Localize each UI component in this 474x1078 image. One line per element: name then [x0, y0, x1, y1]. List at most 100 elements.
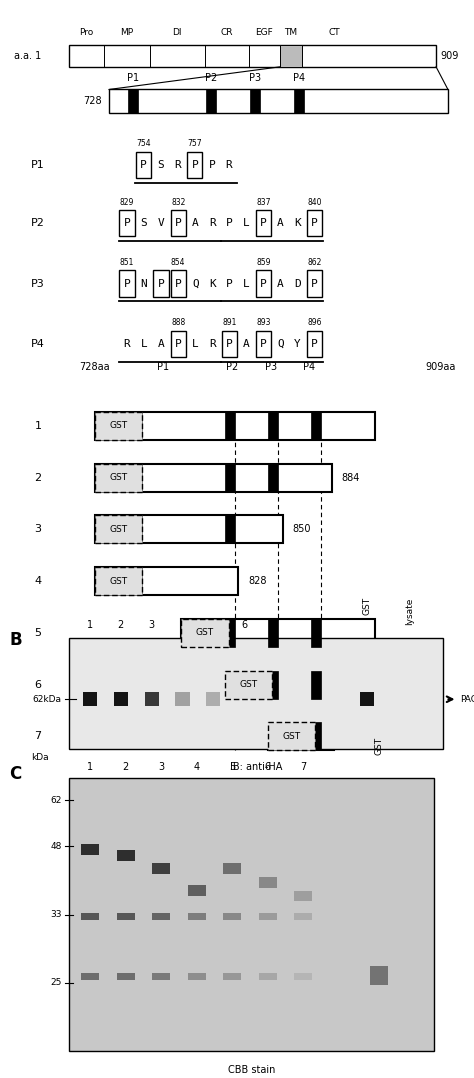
Text: P4: P4 — [31, 338, 45, 349]
Text: 832: 832 — [171, 197, 185, 207]
Text: GST: GST — [239, 680, 257, 689]
Bar — [225, 671, 375, 699]
Text: 909aa: 909aa — [426, 362, 456, 372]
Text: D: D — [294, 278, 301, 289]
Bar — [95, 567, 238, 595]
Bar — [223, 972, 241, 980]
Bar — [360, 692, 374, 706]
Text: GST: GST — [109, 421, 128, 430]
Text: 5: 5 — [210, 620, 217, 630]
Text: 884: 884 — [341, 472, 360, 483]
Text: S: S — [157, 160, 164, 170]
Bar — [109, 89, 448, 113]
Text: P: P — [175, 338, 182, 349]
Bar — [131, 515, 142, 543]
Bar — [95, 464, 332, 492]
Bar — [294, 912, 312, 921]
Bar — [119, 271, 135, 296]
Bar — [131, 464, 142, 492]
Text: 728aa: 728aa — [80, 362, 110, 372]
FancyBboxPatch shape — [225, 671, 272, 699]
Bar — [307, 331, 322, 357]
Text: GST: GST — [375, 737, 383, 756]
Text: IB: anti-HA: IB: anti-HA — [230, 762, 282, 772]
Text: S: S — [141, 218, 147, 229]
Text: 859: 859 — [256, 258, 271, 267]
Text: P: P — [124, 218, 130, 229]
Text: 33: 33 — [50, 910, 62, 920]
Text: 7: 7 — [272, 620, 278, 630]
Text: 1: 1 — [87, 620, 93, 630]
Text: 891: 891 — [222, 318, 237, 328]
Text: GST: GST — [196, 628, 214, 637]
Bar — [69, 778, 434, 1051]
Bar — [311, 619, 321, 647]
Text: P: P — [260, 218, 267, 229]
Bar — [83, 692, 97, 706]
FancyBboxPatch shape — [95, 567, 142, 595]
Text: R: R — [226, 160, 232, 170]
Text: P: P — [209, 160, 215, 170]
Text: R: R — [209, 338, 216, 349]
Text: 909: 909 — [441, 51, 459, 61]
Bar — [187, 152, 202, 178]
Text: lysate: lysate — [406, 597, 414, 624]
Text: 6: 6 — [265, 762, 271, 772]
Text: P1: P1 — [31, 160, 45, 170]
FancyBboxPatch shape — [95, 515, 142, 543]
Text: V: V — [158, 218, 164, 229]
Text: 837: 837 — [256, 197, 271, 207]
Bar — [250, 89, 260, 113]
Bar — [154, 271, 169, 296]
Text: MP: MP — [120, 28, 133, 37]
Text: 828: 828 — [248, 576, 266, 586]
Text: R: R — [124, 338, 130, 349]
Text: 4: 4 — [180, 620, 185, 630]
Text: A: A — [243, 338, 250, 349]
Bar — [171, 271, 186, 296]
Bar — [256, 331, 271, 357]
Bar — [223, 912, 241, 921]
Bar — [69, 638, 443, 749]
Text: 6: 6 — [241, 620, 247, 630]
Text: P3: P3 — [249, 73, 261, 83]
Text: P1: P1 — [127, 73, 139, 83]
Text: GST: GST — [109, 473, 128, 482]
Text: 48: 48 — [50, 842, 62, 851]
Text: 862: 862 — [308, 258, 322, 267]
Text: P: P — [124, 278, 130, 289]
Text: P: P — [175, 278, 182, 289]
Text: P4: P4 — [303, 362, 316, 372]
Text: 840: 840 — [308, 197, 322, 207]
Bar — [259, 912, 277, 921]
Text: 62kDa: 62kDa — [33, 694, 62, 704]
Text: GST: GST — [363, 597, 372, 616]
Text: 6: 6 — [35, 679, 41, 690]
Text: 1: 1 — [35, 420, 41, 431]
Text: P1: P1 — [157, 362, 169, 372]
Text: Q: Q — [192, 278, 199, 289]
Text: P: P — [260, 338, 267, 349]
Bar — [81, 912, 99, 921]
Text: 2: 2 — [118, 620, 124, 630]
Bar — [152, 912, 170, 921]
Text: P: P — [175, 218, 182, 229]
Text: 829: 829 — [120, 197, 134, 207]
Bar — [225, 619, 235, 647]
Text: P: P — [226, 218, 233, 229]
Text: GST: GST — [109, 525, 128, 534]
Text: B: B — [9, 631, 22, 649]
Bar — [206, 692, 220, 706]
Text: Q: Q — [277, 338, 284, 349]
Bar — [81, 972, 99, 980]
Bar — [280, 45, 302, 67]
Text: 25: 25 — [50, 979, 62, 987]
Bar — [188, 972, 206, 980]
Bar — [307, 210, 322, 236]
Bar — [259, 972, 277, 980]
Text: GST: GST — [109, 577, 128, 585]
Bar — [171, 210, 186, 236]
Bar — [268, 412, 278, 440]
Text: EGF: EGF — [255, 28, 273, 37]
Text: N: N — [141, 278, 147, 289]
